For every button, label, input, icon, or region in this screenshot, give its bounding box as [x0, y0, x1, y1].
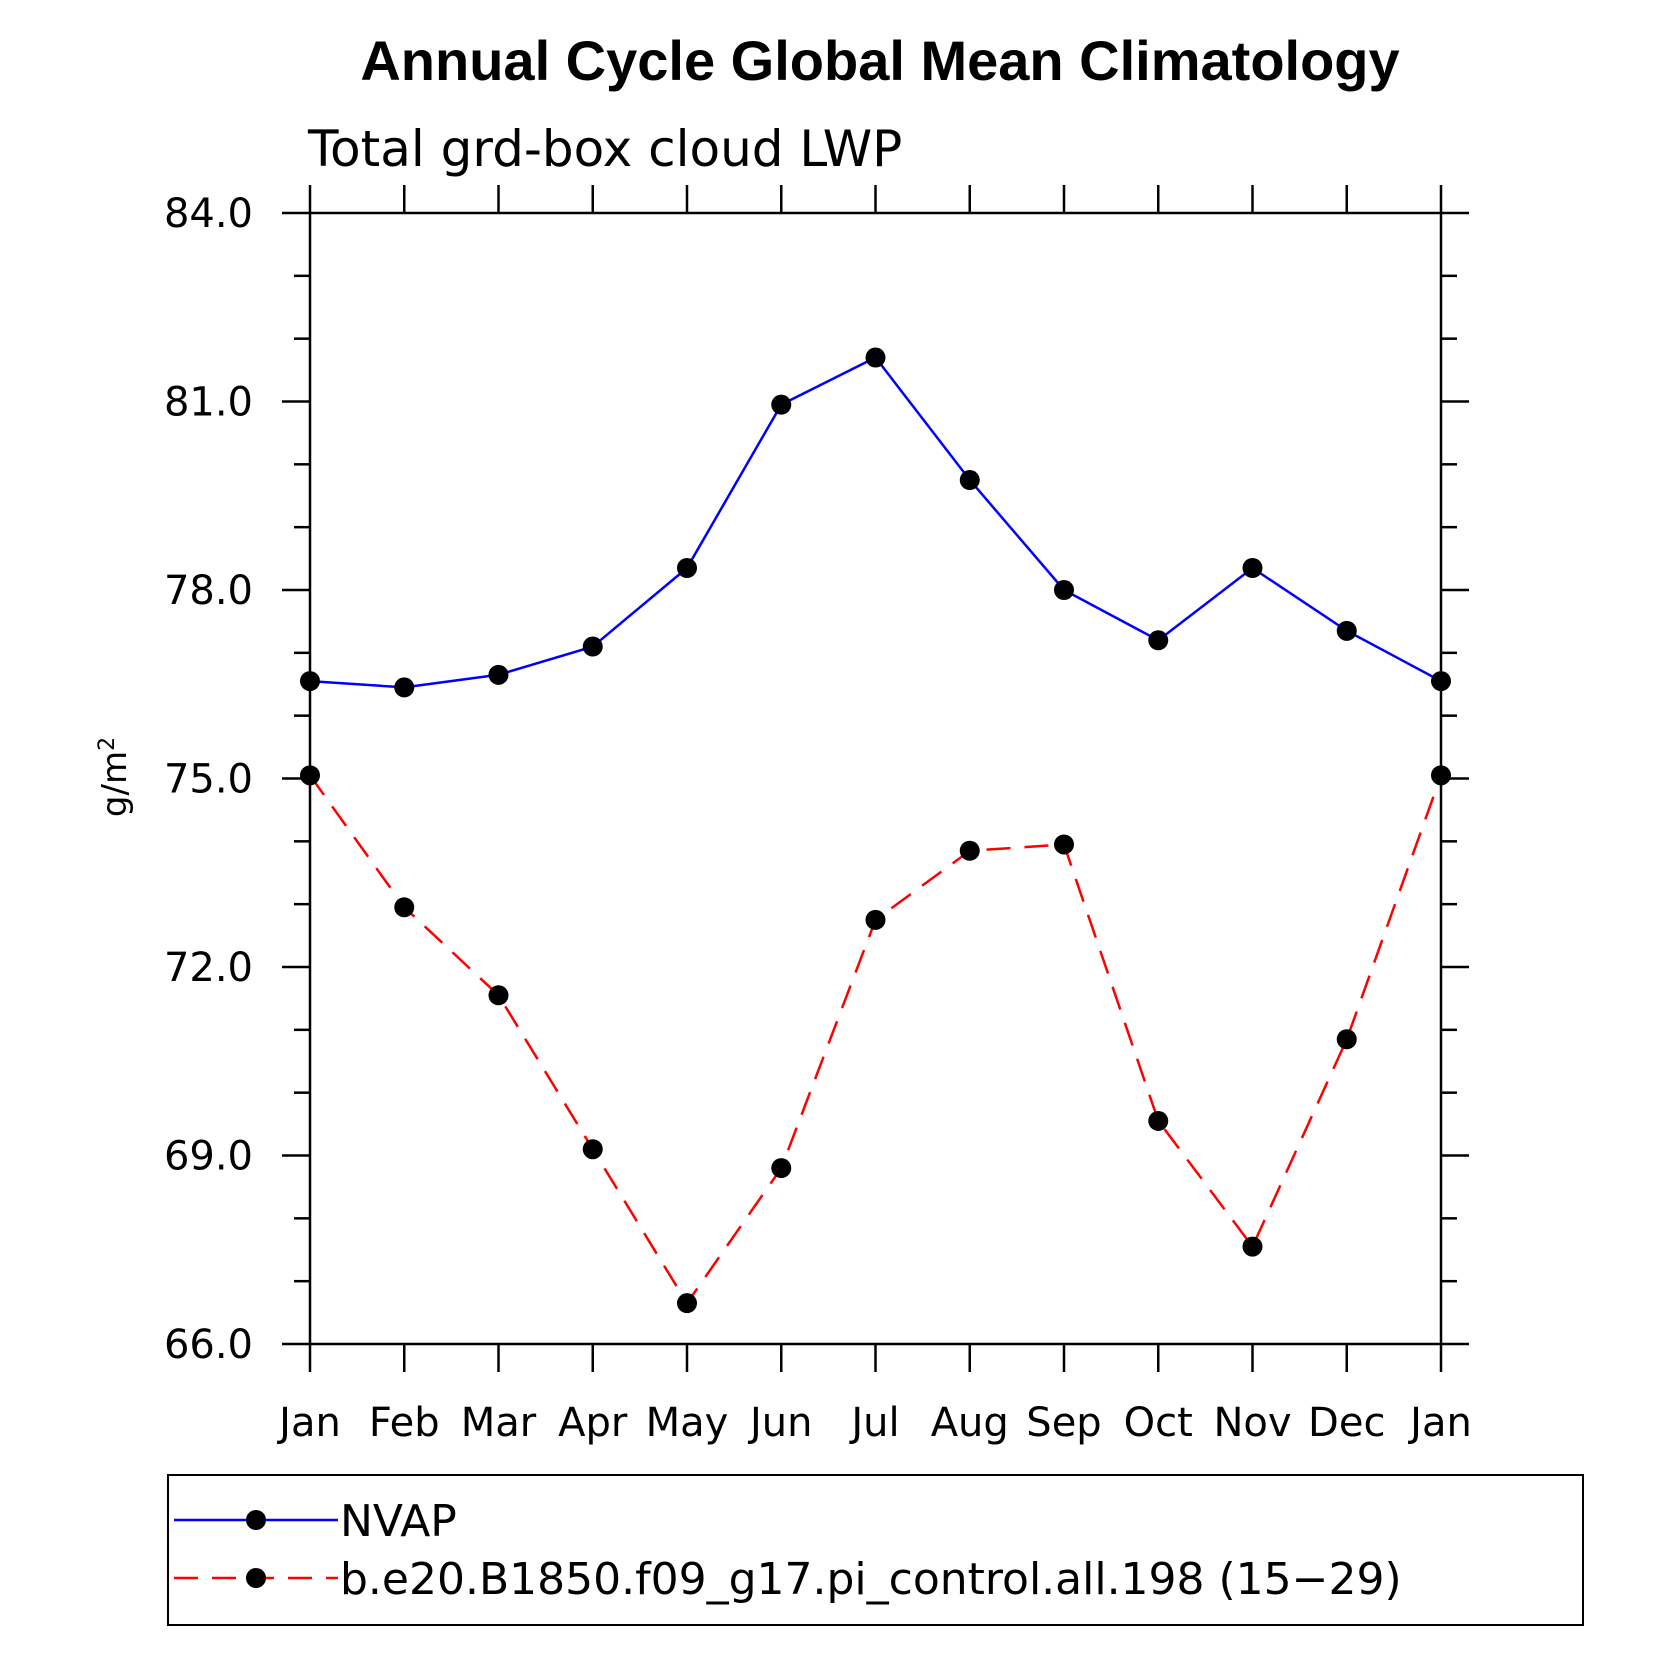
legend: NVAP b.e20.B1850.f09_g17.pi_control.all.1…: [174, 1496, 1402, 1605]
y-tick-label: 84.0: [164, 191, 253, 237]
series-2-point: [771, 1158, 792, 1179]
series-line-1: [309, 355, 1442, 689]
series-1-point: [488, 664, 509, 685]
x-tick-label: Jan: [1407, 1400, 1472, 1446]
series-layer: [300, 347, 1451, 1314]
y-axis-label: g/m2: [95, 737, 136, 817]
x-tick-label: Jun: [747, 1400, 813, 1446]
x-tick-labels: Jan Feb Mar Apr May Jun Jul Aug Sep Oct Nov Dec Jan: [276, 1400, 1472, 1446]
x-tick-label: May: [646, 1400, 729, 1446]
series-1-point: [1148, 630, 1169, 651]
series-2-point: [1148, 1110, 1169, 1131]
axis-ticks: [282, 185, 1469, 1372]
y-tick-labels: 66.0 69.0 72.0 75.0 78.0 81.0 84.0: [164, 191, 253, 1368]
series-1-point: [1242, 558, 1263, 579]
x-tick-label: Aug: [931, 1400, 1009, 1446]
x-tick-label: Mar: [461, 1400, 537, 1446]
series-2-point: [677, 1293, 697, 1314]
plot-frame: [308, 211, 1443, 1346]
series-1-point: [300, 671, 320, 692]
series-1-point: [771, 394, 792, 415]
x-tick-label: Sep: [1026, 1400, 1101, 1446]
x-tick-label: Jan: [276, 1400, 341, 1446]
series-2-point: [300, 765, 320, 786]
x-tick-label: Jul: [848, 1400, 899, 1446]
series-2-point: [959, 840, 980, 861]
series-2-point: [1242, 1236, 1263, 1257]
y-tick-label: 78.0: [164, 568, 253, 614]
series-1-point: [394, 677, 415, 698]
series-1-point: [582, 636, 603, 657]
y-tick-label: 69.0: [164, 1134, 253, 1180]
legend-marker-1: [246, 1510, 266, 1530]
legend-label-2: b.e20.B1850.f09_g17.pi_control.all.198 (…: [340, 1554, 1402, 1605]
series-2-point: [865, 909, 886, 930]
x-tick-label: Dec: [1308, 1400, 1385, 1446]
series-line-2: [308, 774, 1443, 1306]
series-2-point: [488, 985, 509, 1006]
series-1-point: [1054, 580, 1074, 600]
y-axis-label-superscript: 2: [95, 737, 120, 751]
chart-title: Annual Cycle Global Mean Climatology: [360, 29, 1399, 92]
x-tick-label: Apr: [558, 1400, 628, 1446]
y-tick-label: 75.0: [164, 757, 253, 803]
y-axis-label-text: g/m: [95, 751, 135, 817]
chart-subtitle: Total grd-box cloud LWP: [307, 120, 902, 178]
series-1-point: [865, 347, 886, 368]
series-2-point: [582, 1139, 603, 1160]
series-2-point: [394, 897, 415, 918]
series-2-point: [1431, 765, 1451, 786]
series-1-point: [1336, 620, 1357, 641]
legend-label-1: NVAP: [340, 1496, 457, 1547]
legend-box: [167, 1474, 1584, 1626]
x-tick-label: Nov: [1213, 1400, 1291, 1446]
series-1-point: [1431, 671, 1451, 692]
series-2-point: [1054, 834, 1074, 855]
series-2-point: [1336, 1029, 1357, 1050]
legend-marker-2: [246, 1568, 266, 1588]
x-tick-label: Oct: [1124, 1400, 1193, 1446]
series-1-point: [959, 470, 980, 491]
series-1-point: [677, 558, 697, 579]
y-tick-label: 81.0: [164, 380, 253, 426]
y-tick-label: 72.0: [164, 945, 253, 991]
x-tick-label: Feb: [369, 1400, 440, 1446]
y-tick-label: 66.0: [164, 1322, 253, 1368]
